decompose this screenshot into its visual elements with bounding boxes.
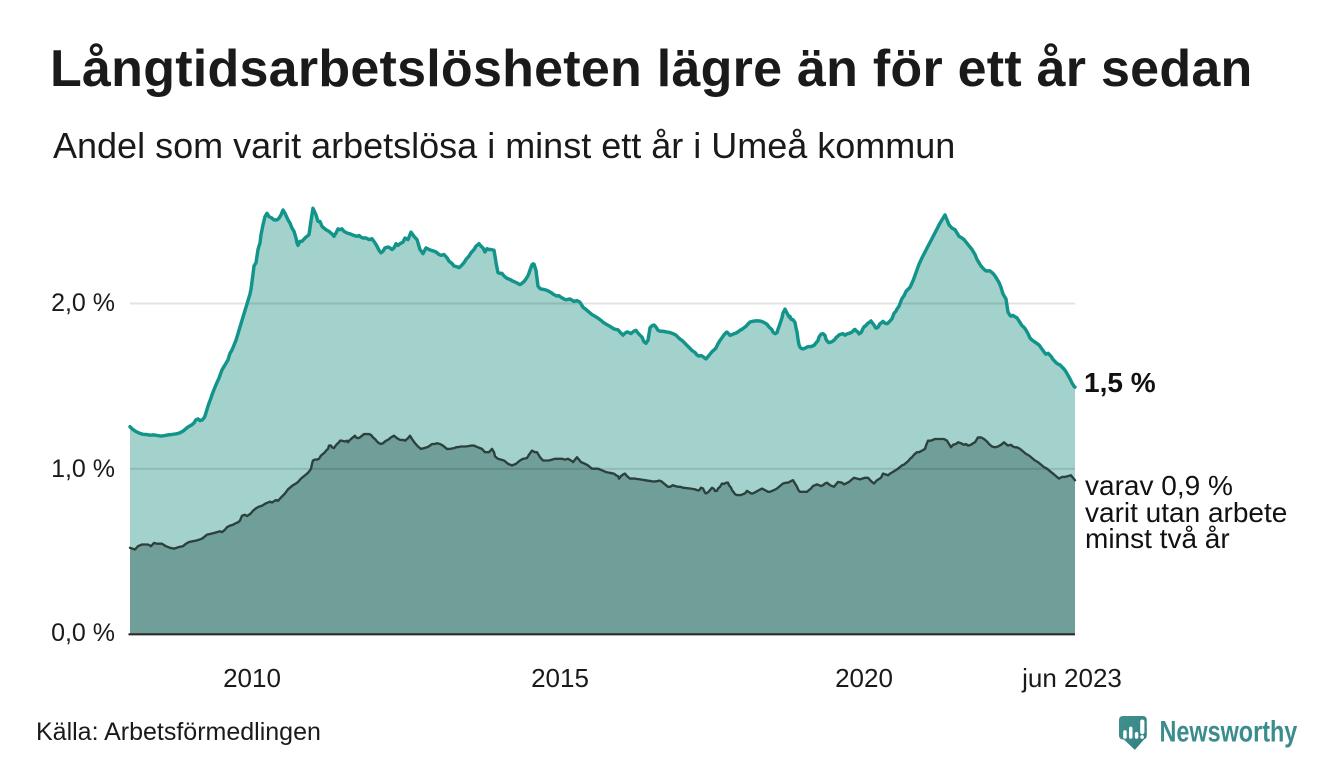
svg-text:Newsworthy: Newsworthy: [1160, 715, 1298, 748]
